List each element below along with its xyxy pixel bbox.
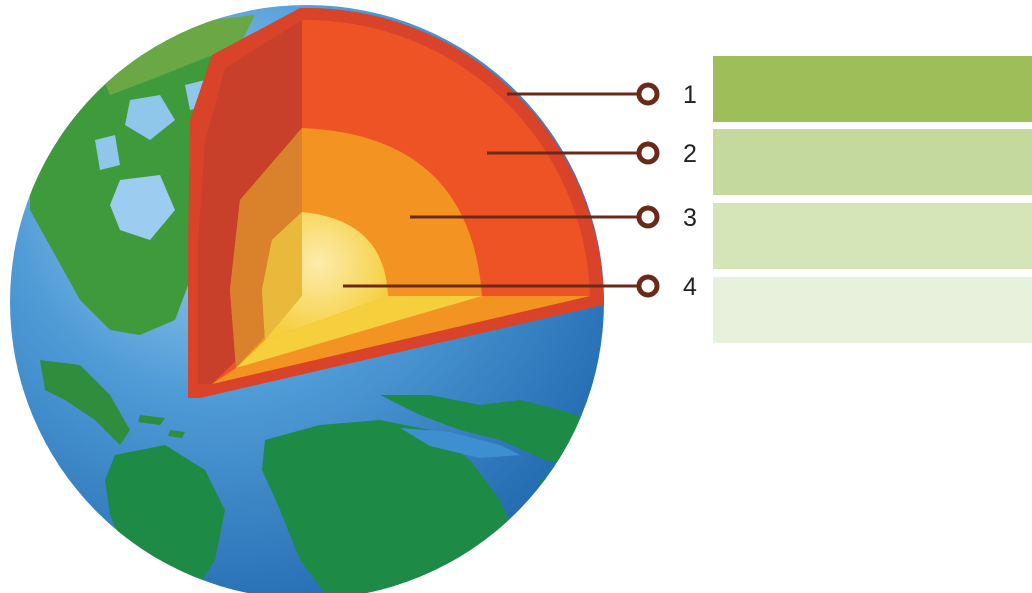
callout-4: 4	[343, 273, 697, 301]
continent-asia-edge	[540, 470, 600, 560]
callout-3: 3	[410, 204, 697, 232]
callout-ring-icon	[636, 141, 660, 165]
callout-2: 2	[487, 140, 697, 168]
mediterranean-sea	[400, 428, 520, 458]
label-number-3: 3	[683, 204, 697, 232]
callout-ring-icon	[636, 274, 660, 298]
answer-box-3[interactable]	[713, 203, 1032, 269]
continent-europe	[380, 395, 600, 470]
callout-1: 1	[507, 81, 697, 109]
callouts: 1 2 3 4	[343, 81, 697, 301]
caribbean-islands	[138, 415, 185, 438]
continent-central-america	[40, 360, 130, 445]
hudson-bay	[110, 175, 175, 240]
outer-core-bottom	[212, 296, 590, 384]
inner-core-shadow-face	[262, 212, 302, 340]
continent-north-america-north	[95, 15, 255, 95]
label-number-1: 1	[683, 81, 697, 109]
canadian-islands	[95, 80, 210, 170]
label-number-2: 2	[683, 140, 697, 168]
inner-core-bottom	[236, 296, 482, 368]
answer-box-1[interactable]	[713, 56, 1032, 122]
answer-box-4[interactable]	[713, 277, 1032, 343]
answer-box-2[interactable]	[713, 129, 1032, 195]
earth-cutaway	[188, 7, 604, 399]
callout-ring-icon	[636, 205, 660, 229]
label-number-4: 4	[683, 273, 697, 301]
callout-ring-icon	[636, 82, 660, 106]
